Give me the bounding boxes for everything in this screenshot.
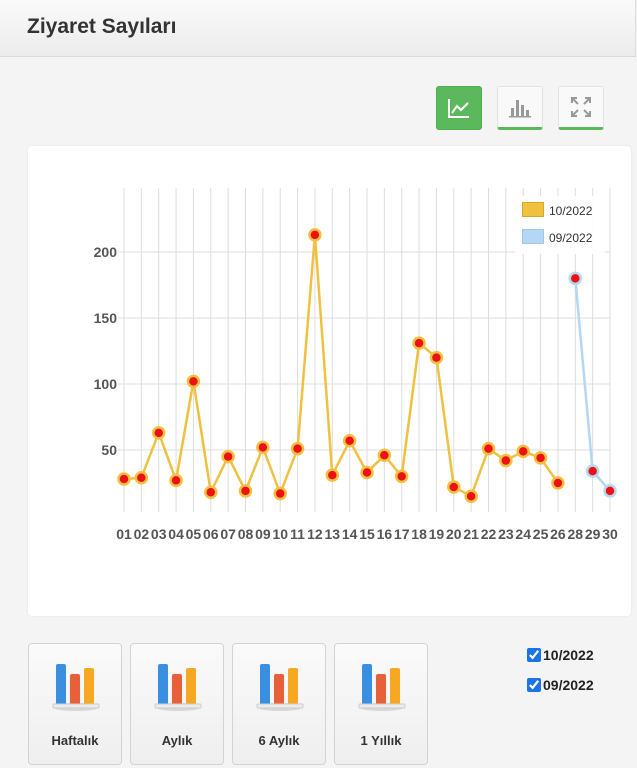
- chart-legend: 10/2022 09/2022: [515, 196, 605, 254]
- series-checkbox[interactable]: [527, 678, 541, 692]
- x-tick-label: 06: [203, 526, 219, 542]
- period-button-monthly[interactable]: Aylık: [130, 643, 224, 765]
- line-chart-button[interactable]: [436, 86, 482, 130]
- toggle-series-09-2022[interactable]: 09/2022: [527, 677, 594, 693]
- x-tick-label: 22: [481, 526, 497, 542]
- x-tick-label: 20: [446, 526, 462, 542]
- data-point[interactable]: [308, 228, 322, 242]
- series-checkbox[interactable]: [527, 648, 541, 662]
- x-tick-label: 11: [290, 526, 305, 542]
- data-point[interactable]: [516, 444, 530, 459]
- page-title: Ziyaret Sayıları: [27, 15, 177, 38]
- data-point[interactable]: [325, 468, 340, 482]
- x-tick-label: 18: [411, 526, 427, 542]
- legend-label: 09/2022: [549, 231, 593, 245]
- x-tick-label: 09: [255, 526, 271, 542]
- period-button-1-year[interactable]: 1 Yıllık: [334, 643, 428, 765]
- x-tick-label: 02: [134, 526, 150, 542]
- x-tick-label: 01: [116, 526, 132, 542]
- x-tick-label: 25: [533, 526, 549, 542]
- data-point[interactable]: [134, 470, 149, 485]
- data-point[interactable]: [394, 469, 409, 484]
- data-point[interactable]: [342, 434, 357, 448]
- x-tick-label: 30: [602, 526, 618, 542]
- period-label: Aylık: [161, 733, 193, 748]
- bar-chart-icon: [358, 664, 406, 711]
- toggle-series-10-2022[interactable]: 10/2022: [527, 647, 594, 663]
- data-point[interactable]: [117, 472, 131, 486]
- bar-chart-button[interactable]: [497, 86, 543, 130]
- period-label: Haftalık: [51, 733, 99, 748]
- legend-label: 10/2022: [549, 204, 593, 218]
- line-chart-icon: [448, 99, 469, 118]
- data-point[interactable]: [204, 485, 218, 499]
- data-point[interactable]: [377, 448, 392, 463]
- data-point[interactable]: [169, 473, 183, 488]
- x-tick-label: 07: [220, 526, 236, 542]
- fullscreen-icon: [571, 97, 591, 117]
- data-point[interactable]: [533, 451, 548, 465]
- legend-item-10-2022[interactable]: 10/2022: [522, 202, 592, 218]
- x-tick-label: 14: [342, 526, 358, 542]
- legend-swatch: [522, 202, 544, 217]
- x-tick-label: 04: [168, 526, 184, 542]
- data-point[interactable]: [221, 449, 235, 464]
- data-point[interactable]: [273, 486, 287, 501]
- x-tick-label: 15: [359, 526, 375, 542]
- data-point[interactable]: [551, 476, 565, 490]
- data-point[interactable]: [412, 336, 426, 350]
- data-point[interactable]: [603, 484, 617, 498]
- series-checkbox-label: 09/2022: [543, 677, 594, 693]
- data-point[interactable]: [499, 453, 513, 468]
- period-label: 1 Yıllık: [360, 733, 402, 748]
- bar-chart-icon: [256, 664, 304, 711]
- x-tick-label: 10: [272, 526, 288, 542]
- period-button-6-months[interactable]: 6 Aylık: [232, 643, 326, 765]
- x-tick-label: 12: [307, 526, 323, 542]
- visits-line-chart: 50 100 150 200 01 02 03 04 05 06 07 08 09 10 11 12 13 14…: [94, 188, 618, 542]
- series-checkbox-label: 10/2022: [543, 647, 594, 663]
- data-point[interactable]: [429, 350, 444, 365]
- period-label: 6 Aylık: [258, 733, 300, 748]
- x-tick-label: 05: [186, 526, 202, 542]
- legend-item-09-2022[interactable]: 09/2022: [522, 229, 592, 245]
- data-point[interactable]: [481, 441, 496, 456]
- x-tick-label: 23: [498, 526, 514, 542]
- x-tick-label: 19: [429, 526, 445, 542]
- x-tick-label: 24: [515, 526, 531, 542]
- page-header: Ziyaret Sayıları: [0, 0, 636, 57]
- bar-chart-icon: [154, 664, 202, 711]
- legend-swatch: [522, 229, 544, 244]
- x-tick-label: 08: [238, 526, 254, 542]
- data-point[interactable]: [585, 464, 600, 478]
- data-point[interactable]: [568, 271, 583, 286]
- y-tick-label: 100: [94, 376, 118, 392]
- data-point[interactable]: [290, 441, 305, 456]
- data-point[interactable]: [360, 465, 374, 480]
- y-tick-label: 150: [94, 310, 118, 326]
- x-tick-label: 03: [151, 526, 167, 542]
- x-tick-label: 13: [324, 526, 340, 542]
- x-tick-label: 21: [463, 526, 479, 542]
- data-point[interactable]: [238, 484, 253, 498]
- y-tick-label: 50: [101, 442, 117, 458]
- data-point[interactable]: [186, 374, 201, 389]
- data-point[interactable]: [151, 426, 166, 440]
- x-tick-label: 26: [550, 526, 566, 542]
- bar-chart-icon: [52, 664, 100, 711]
- y-tick-label: 200: [94, 244, 118, 260]
- period-button-weekly[interactable]: Haftalık: [28, 643, 122, 765]
- series-line-10-2022: [123, 233, 559, 498]
- data-point[interactable]: [447, 480, 461, 494]
- fullscreen-button[interactable]: [558, 86, 604, 130]
- x-tick-label: 17: [394, 526, 410, 542]
- x-tick-label: 29: [585, 526, 601, 542]
- bar-chart-icon: [509, 100, 531, 118]
- x-tick-label: 16: [377, 526, 393, 542]
- data-point[interactable]: [256, 440, 270, 455]
- data-point[interactable]: [464, 489, 478, 503]
- x-tick-label: 28: [567, 526, 583, 542]
